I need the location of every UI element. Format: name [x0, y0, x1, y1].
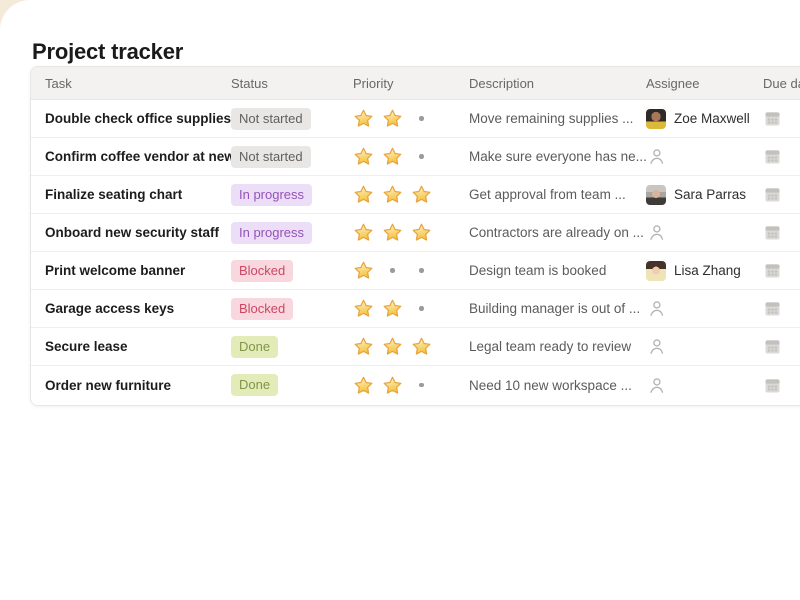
status-cell: In progress	[231, 183, 353, 206]
priority-stars[interactable]	[353, 375, 469, 396]
status-badge[interactable]: In progress	[231, 221, 313, 244]
priority-stars[interactable]	[353, 222, 469, 243]
assignee-name: Lisa Zhang	[674, 263, 741, 278]
priority-stars[interactable]	[353, 146, 469, 167]
assignee-cell[interactable]	[646, 299, 763, 319]
unassigned-person-icon	[646, 223, 666, 243]
status-cell: Done	[231, 335, 353, 358]
due-date-cell[interactable]	[763, 149, 800, 164]
due-date-cell[interactable]	[763, 378, 800, 393]
priority-stars[interactable]	[353, 108, 469, 129]
calendar-icon	[765, 225, 780, 240]
task-description[interactable]: Make sure everyone has ne...	[469, 149, 646, 164]
assignee-cell[interactable]: Zoe Maxwell	[646, 108, 763, 129]
table-row: Finalize seating chart In progress Get a…	[31, 176, 800, 214]
table-row: Confirm coffee vendor at new... Not star…	[31, 138, 800, 176]
due-date-cell[interactable]	[763, 301, 800, 316]
priority-stars[interactable]	[353, 336, 469, 357]
assignee-avatar	[646, 184, 666, 205]
task-name[interactable]: Finalize seating chart	[45, 187, 183, 202]
status-cell: Not started	[231, 107, 353, 130]
status-badge[interactable]: Not started	[231, 145, 311, 168]
due-date-cell[interactable]	[763, 339, 800, 354]
assignee-cell[interactable]	[646, 375, 763, 395]
task-name[interactable]: Double check office supplies	[45, 111, 231, 126]
status-badge[interactable]: Done	[231, 374, 279, 396]
task-description[interactable]: Contractors are already on ...	[469, 225, 644, 240]
table-row: Garage access keys Blocked Building mana…	[31, 290, 800, 328]
assignee-name: Sara Parras	[674, 187, 747, 202]
table-row: Print welcome banner Blocked Design team…	[31, 252, 800, 290]
task-description[interactable]: Legal team ready to review	[469, 339, 632, 354]
table-row: Secure lease Done Legal team ready to re…	[31, 328, 800, 366]
status-badge[interactable]: Blocked	[231, 259, 294, 282]
assignee-cell[interactable]: Sara Parras	[646, 184, 763, 205]
calendar-icon	[765, 378, 780, 393]
unassigned-person-icon	[646, 337, 666, 357]
status-cell: Done	[231, 374, 353, 396]
unassigned-person-icon	[646, 299, 666, 319]
table-header-row: Task Status Priority Description Assigne…	[31, 67, 800, 100]
status-badge[interactable]: Not started	[231, 107, 311, 130]
task-name[interactable]: Confirm coffee vendor at new...	[45, 149, 231, 164]
project-tracker-table: Task Status Priority Description Assigne…	[30, 66, 800, 406]
calendar-icon	[765, 187, 780, 202]
column-header-status[interactable]: Status	[231, 75, 268, 91]
column-header-assignee[interactable]: Assignee	[646, 75, 700, 91]
task-description[interactable]: Move remaining supplies ...	[469, 111, 634, 126]
calendar-icon	[765, 301, 780, 316]
task-name[interactable]: Secure lease	[45, 339, 128, 354]
status-badge[interactable]: Blocked	[231, 297, 294, 320]
assignee-avatar	[646, 108, 666, 129]
page-title: Project tracker	[32, 38, 184, 64]
due-date-cell[interactable]	[763, 111, 800, 126]
due-date-cell[interactable]	[763, 187, 800, 202]
calendar-icon	[765, 149, 780, 164]
task-description[interactable]: Design team is booked	[469, 263, 607, 278]
table-row: Double check office supplies Not started…	[31, 100, 800, 138]
status-cell: Blocked	[231, 297, 353, 320]
assignee-cell[interactable]	[646, 223, 763, 243]
table-row: Onboard new security staff In progress C…	[31, 214, 800, 252]
calendar-icon	[765, 339, 780, 354]
assignee-avatar	[646, 260, 666, 281]
task-name[interactable]: Garage access keys	[45, 301, 175, 316]
status-cell: In progress	[231, 221, 353, 244]
status-badge[interactable]: Done	[231, 335, 279, 358]
status-cell: Blocked	[231, 259, 353, 282]
assignee-cell[interactable]: Lisa Zhang	[646, 260, 763, 281]
window-corner-artifact	[0, 0, 34, 34]
task-description[interactable]: Get approval from team ...	[469, 187, 626, 202]
status-badge[interactable]: In progress	[231, 183, 313, 206]
assignee-cell[interactable]	[646, 337, 763, 357]
calendar-icon	[765, 263, 780, 278]
priority-stars[interactable]	[353, 298, 469, 319]
calendar-icon	[765, 111, 780, 126]
status-cell: Not started	[231, 145, 353, 168]
unassigned-person-icon	[646, 147, 666, 167]
due-date-cell[interactable]	[763, 225, 800, 240]
task-name[interactable]: Order new furniture	[45, 377, 172, 393]
assignee-name: Zoe Maxwell	[674, 111, 750, 126]
priority-stars[interactable]	[353, 184, 469, 205]
task-name[interactable]: Onboard new security staff	[45, 225, 220, 240]
column-header-due-date[interactable]: Due date	[763, 75, 800, 91]
column-header-priority[interactable]: Priority	[353, 75, 394, 91]
table-row: Order new furniture Done Need 10 new wor…	[31, 366, 800, 404]
column-header-task[interactable]: Task	[45, 75, 72, 91]
priority-stars[interactable]	[353, 260, 469, 281]
task-description[interactable]: Need 10 new workspace ...	[469, 377, 632, 393]
due-date-cell[interactable]	[763, 263, 800, 278]
assignee-cell[interactable]	[646, 147, 763, 167]
column-header-description[interactable]: Description	[469, 75, 535, 91]
unassigned-person-icon	[646, 375, 666, 395]
task-description[interactable]: Building manager is out of ...	[469, 301, 641, 316]
task-name[interactable]: Print welcome banner	[45, 263, 186, 278]
